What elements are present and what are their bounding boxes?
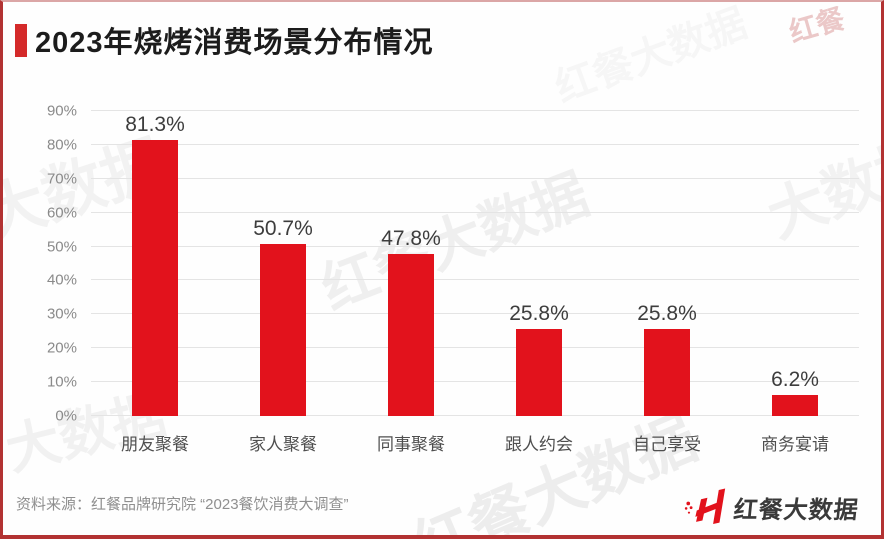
bar-chart: 0% 10% 20% 30% 40% 50% 60% 70% 80% 90% 81.3% 朋友聚餐 50… bbox=[3, 104, 881, 454]
page-title: 2023年烧烤消费场景分布情况 bbox=[35, 27, 434, 59]
brand-logo-text: 红餐大数据 bbox=[732, 496, 861, 524]
category-label: 自己享受 bbox=[633, 435, 701, 454]
title-accent-bar bbox=[15, 23, 27, 57]
y-tick-label: 30% bbox=[46, 305, 77, 323]
bar-column: 50.7% 家人聚餐 bbox=[219, 111, 347, 454]
bar bbox=[260, 244, 306, 416]
y-tick-label: 20% bbox=[46, 339, 77, 357]
gridline bbox=[91, 279, 859, 281]
gridline bbox=[91, 381, 859, 383]
category-label: 跟人约会 bbox=[505, 435, 573, 454]
y-tick-label: 50% bbox=[46, 238, 77, 256]
y-tick-label: 10% bbox=[46, 373, 77, 391]
gridline bbox=[91, 110, 859, 111]
category-label: 商务宴请 bbox=[761, 435, 829, 454]
title-row: 2023年烧烤消费场景分布情况 bbox=[15, 19, 881, 61]
category-label: 家人聚餐 bbox=[249, 435, 317, 454]
gridline bbox=[91, 313, 859, 315]
bar bbox=[644, 328, 690, 416]
y-tick-label: 80% bbox=[46, 136, 77, 154]
gridline bbox=[91, 177, 859, 179]
category-label: 同事聚餐 bbox=[377, 435, 445, 454]
bar-value-label: 25.8% bbox=[637, 301, 697, 325]
y-tick-label: 70% bbox=[46, 170, 77, 188]
bar-column: 25.8% 自己享受 bbox=[603, 111, 731, 454]
bar-column: 6.2% 商务宴请 bbox=[731, 111, 859, 454]
bar-value-label: 50.7% bbox=[253, 217, 313, 241]
bar bbox=[132, 140, 178, 416]
brand-logo-icon bbox=[684, 488, 726, 525]
bar-value-label: 47.8% bbox=[381, 227, 441, 251]
bar-value-label: 81.3% bbox=[125, 113, 185, 137]
bar-value-label: 25.8% bbox=[509, 301, 569, 325]
bar-value-label: 6.2% bbox=[771, 368, 819, 391]
y-tick-label: 40% bbox=[46, 271, 77, 289]
bar bbox=[388, 254, 434, 416]
bar bbox=[516, 328, 562, 416]
gridline bbox=[91, 143, 859, 145]
source-note: 资料来源：红餐品牌研究院 “2023餐饮消费大调查” bbox=[16, 496, 349, 513]
bar-column: 25.8% 跟人约会 bbox=[475, 111, 603, 454]
y-tick-label: 60% bbox=[46, 204, 77, 222]
gridline bbox=[91, 245, 859, 247]
bar-column: 47.8% 同事聚餐 bbox=[347, 111, 475, 454]
y-tick-label: 90% bbox=[46, 102, 77, 120]
category-label: 朋友聚餐 bbox=[121, 435, 189, 454]
brand-logo: 红餐大数据 bbox=[684, 487, 861, 527]
gridline bbox=[91, 211, 859, 213]
gridline bbox=[91, 415, 859, 416]
watermark-text: 红餐大数据 bbox=[403, 404, 706, 539]
y-tick-label: 0% bbox=[55, 407, 77, 425]
gridline bbox=[91, 347, 859, 349]
plot-area: 0% 10% 20% 30% 40% 50% 60% 70% 80% 90% 81.3% 朋友聚餐 50… bbox=[47, 104, 859, 454]
bar-column: 81.3% 朋友聚餐 bbox=[91, 111, 219, 454]
bar-row: 81.3% 朋友聚餐 50.7% 家人聚餐 47.8% 同事聚餐 25.8% 跟人约会 25.8… bbox=[91, 111, 859, 454]
bar bbox=[772, 395, 818, 416]
